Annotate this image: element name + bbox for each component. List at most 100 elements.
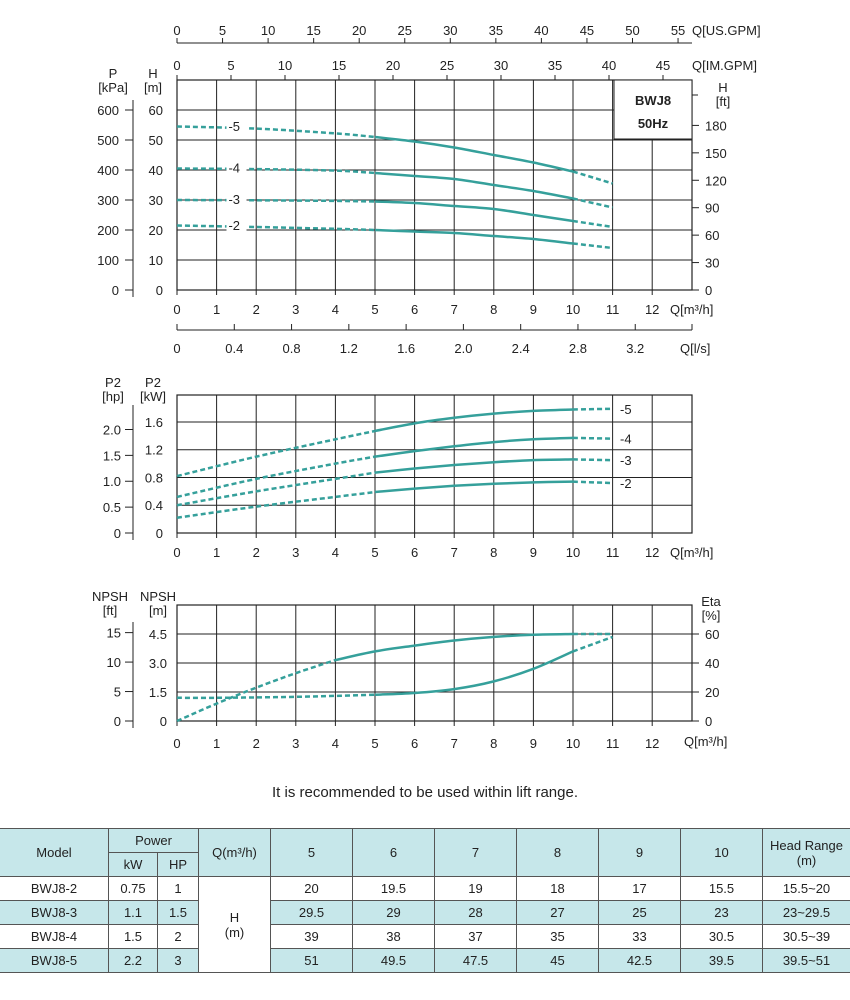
head-cell: 39	[270, 924, 353, 949]
ft-tick-label: 180	[705, 118, 727, 133]
head-cell: 45	[516, 948, 599, 973]
ft-axis-unit: [ft]	[716, 94, 730, 109]
head-cell: 29	[352, 900, 435, 925]
curve-label-bg	[226, 159, 247, 176]
us-gpm-tick-label: 35	[489, 23, 503, 38]
x-tick-label: 7	[451, 545, 458, 560]
npsh-ft-tick-label: 5	[114, 685, 121, 700]
us-gpm-tick-label: 45	[580, 23, 594, 38]
y-tick-label-m: 0	[156, 283, 163, 298]
head-cell: 47.5	[434, 948, 517, 973]
eta-axis-unit: [%]	[702, 608, 721, 623]
model-title-box	[613, 79, 693, 140]
curve-solid-segment	[374, 458, 574, 474]
curve-solid-segment	[374, 135, 574, 173]
kpa-tick-label: 500	[97, 133, 119, 148]
model-cell: BWJ8-5	[0, 948, 109, 973]
im-gpm-label: Q[IM.GPM]	[692, 58, 757, 73]
curve-dashed-segment	[176, 224, 376, 232]
npsh-m-tick-label: 4.5	[149, 627, 167, 642]
curve-dashed-segment	[176, 429, 376, 478]
x-tick-label: 4	[332, 736, 339, 751]
hp-axis-unit: [hp]	[102, 389, 124, 404]
eta-tick-label: 20	[705, 685, 719, 700]
curve-label-bg	[226, 118, 247, 135]
im-gpm-tick-label: 15	[332, 58, 346, 73]
x-tick-label: 8	[490, 545, 497, 560]
x-axis-label: Q[m³/h]	[670, 302, 713, 317]
y-tick-label-m: 30	[149, 193, 163, 208]
x-tick-label: 7	[451, 302, 458, 317]
m-axis-unit: [m]	[144, 80, 162, 95]
curve-dashed-segment	[572, 480, 613, 485]
kw-cell: 1.5	[108, 924, 158, 949]
hp-cell: 2	[157, 924, 199, 949]
x-tick-label: 11	[606, 736, 620, 751]
npsh-ft-tick-label: 0	[114, 714, 121, 729]
frequency-title: 50Hz	[638, 116, 669, 131]
im-gpm-tick-label: 20	[386, 58, 400, 73]
x-tick-label: 7	[451, 736, 458, 751]
header-q: Q(m³/h)	[198, 828, 271, 877]
curve-dashed-segment	[176, 198, 376, 203]
curve-dashed-segment	[572, 170, 613, 185]
head-cell: 28	[434, 900, 517, 925]
table-row: BWJ8-2 0.75 1 H (m) 20 19.5 19 18 17 15.5 15.5~20	[0, 876, 850, 973]
head-cell: 19.5	[352, 876, 435, 901]
h-label: H	[229, 909, 240, 925]
curve-dashed-segment	[572, 635, 614, 653]
table-header-row: Model Power Q(m³/h) 5 6 7 8 9 10 Head Ra…	[0, 828, 850, 877]
curve-label: -2	[620, 476, 632, 491]
usage-caption: It is recommended to be used within lift…	[272, 784, 578, 801]
curve-dashed-segment	[176, 125, 376, 139]
head-range-cell: 23~29.5	[762, 900, 850, 925]
head-cell: 49.5	[352, 948, 435, 973]
us-gpm-tick-label: 50	[625, 23, 639, 38]
lps-tick-label: 3.2	[626, 341, 644, 356]
ft-tick-label: 30	[705, 256, 719, 271]
curve-label: -2	[228, 218, 240, 233]
curve-dashed-segment	[176, 490, 376, 519]
kw-tick-label: 0.8	[145, 470, 163, 485]
x-tick-label: 9	[530, 302, 537, 317]
model-title: BWJ8	[635, 93, 671, 108]
x-tick-label: 12	[645, 545, 659, 560]
kpa-tick-label: 300	[97, 193, 119, 208]
us-gpm-tick-label: 30	[443, 23, 457, 38]
head-cell: 29.5	[270, 900, 353, 925]
curve-dashed-segment	[572, 407, 613, 411]
x-tick-label: 12	[645, 736, 659, 751]
ft-tick-label: 150	[705, 146, 727, 161]
us-gpm-tick-label: 55	[671, 23, 685, 38]
curve-label: -5	[228, 119, 240, 134]
x-tick-label: 6	[411, 545, 418, 560]
im-gpm-tick-label: 35	[548, 58, 562, 73]
hp-cell: 3	[157, 948, 199, 973]
kw-cell: 0.75	[108, 876, 158, 901]
head-cell: 42.5	[598, 948, 681, 973]
curve-solid-segment	[374, 650, 574, 696]
curve-dashed-segment	[176, 455, 376, 499]
head-cell: 19	[434, 876, 517, 901]
kw-tick-label: 1.6	[145, 415, 163, 430]
x-tick-label: 2	[253, 736, 260, 751]
x-tick-label: 8	[490, 736, 497, 751]
us-gpm-tick-label: 10	[261, 23, 275, 38]
hp-tick-label: 2.0	[103, 422, 121, 437]
header-flow: 5	[270, 828, 353, 877]
ft-tick-label: 90	[705, 201, 719, 216]
x-tick-label: 3	[292, 545, 299, 560]
header-model: Model	[0, 828, 109, 877]
header-hp: HP	[157, 852, 199, 877]
lps-tick-label: 2.0	[454, 341, 472, 356]
ft-tick-label: 0	[705, 283, 712, 298]
im-gpm-tick-label: 45	[656, 58, 670, 73]
table-row: BWJ8-5 2.2 3 51 49.5 47.5 45 42.5 39.5 39.5~51	[0, 948, 850, 973]
npsh-ft-tick-label: 10	[107, 655, 121, 670]
x-tick-label: 6	[411, 302, 418, 317]
im-gpm-tick-label: 5	[227, 58, 234, 73]
curve-label: -4	[620, 432, 632, 447]
curve-dashed-segment	[572, 219, 613, 229]
hp-cell: 1	[157, 876, 199, 901]
lps-tick-label: 1.6	[397, 341, 415, 356]
